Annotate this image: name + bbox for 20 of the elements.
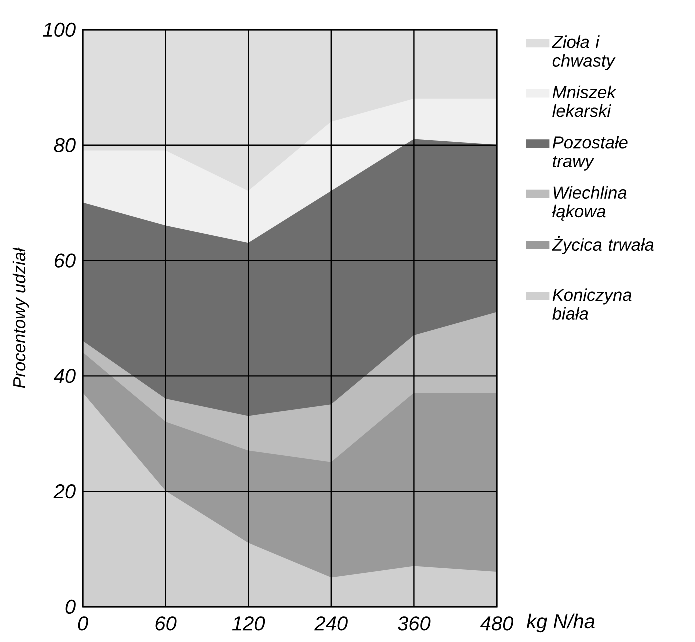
y-tick-label: 100	[43, 22, 76, 38]
y-tick-label: 60	[54, 254, 76, 268]
x-tick-label: 480	[480, 616, 514, 631]
x-tick-label: 0	[78, 616, 88, 631]
legend-label: Zioła i chwasty	[552, 36, 616, 70]
x-tick-label: 120	[232, 616, 266, 631]
y-axis-title: Procentowy udział	[12, 248, 30, 388]
legend-label: Koniczyna biała	[552, 288, 632, 320]
x-tick-label: 240	[314, 616, 348, 631]
y-tick-label: 0	[66, 600, 76, 614]
x-axis-title: kg N/ha	[526, 614, 595, 633]
legend-label: Mniszek lekarski	[552, 86, 617, 118]
legend-label: Wiechlina łąkowa	[552, 186, 627, 222]
legend-label: Pozostałe trawy	[552, 136, 628, 171]
y-tick-label: 80	[54, 138, 76, 152]
y-tick-label: 40	[54, 369, 76, 384]
y-tick-label: 20	[54, 484, 76, 499]
legend-label: Życica trwała	[552, 236, 654, 255]
x-tick-label: 60	[156, 616, 177, 631]
x-tick-label: 360	[398, 616, 431, 631]
